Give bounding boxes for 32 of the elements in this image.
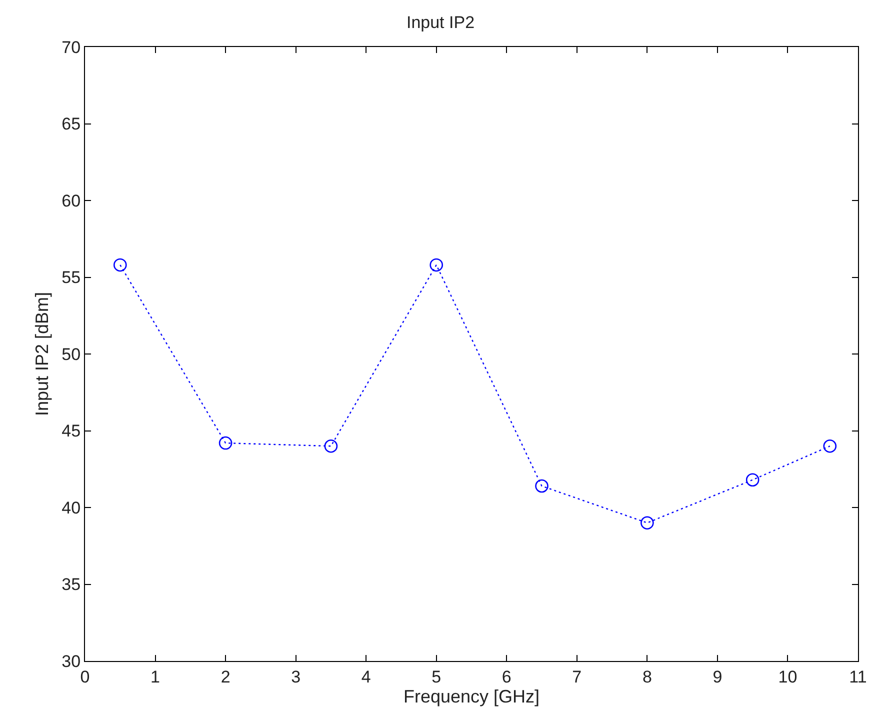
x-tick-label: 5: [432, 667, 442, 686]
x-tick-label: 7: [572, 667, 582, 686]
chart-title: Input IP2: [406, 12, 475, 32]
point: [324, 439, 338, 453]
y-tick-label: 50: [62, 344, 81, 364]
y-tick-label: 65: [62, 114, 81, 134]
x-tick-label: 10: [778, 667, 798, 686]
y-tick-label: 30: [62, 652, 81, 671]
y-tick-label: 55: [62, 268, 81, 288]
x-tick-label: 3: [291, 667, 301, 686]
x-tick-label: 1: [150, 667, 160, 686]
x-axis-title: Frequency [GHz]: [403, 686, 540, 706]
x-tick-label: 0: [80, 667, 90, 686]
x-tick-label: 6: [502, 667, 512, 686]
x-tick-label: 2: [220, 667, 230, 686]
y-axis-title: Input IP2 [dBm]: [32, 292, 52, 416]
x-tick-label: 8: [642, 667, 652, 686]
point: [430, 258, 444, 272]
point: [746, 473, 760, 487]
x-tick-label: 4: [361, 667, 371, 686]
x-tick-label: 11: [849, 667, 867, 686]
point: [823, 439, 837, 453]
y-tick-label: 40: [62, 498, 81, 518]
y-tick-label: 70: [62, 38, 81, 57]
y-tick-label: 35: [62, 575, 81, 594]
point: [535, 479, 548, 493]
point: [113, 258, 127, 272]
y-tick-label: 45: [62, 422, 81, 441]
point: [640, 516, 654, 530]
y-tick-label: 60: [62, 191, 81, 210]
x-tick-label: 9: [712, 667, 722, 686]
point: [218, 436, 232, 450]
